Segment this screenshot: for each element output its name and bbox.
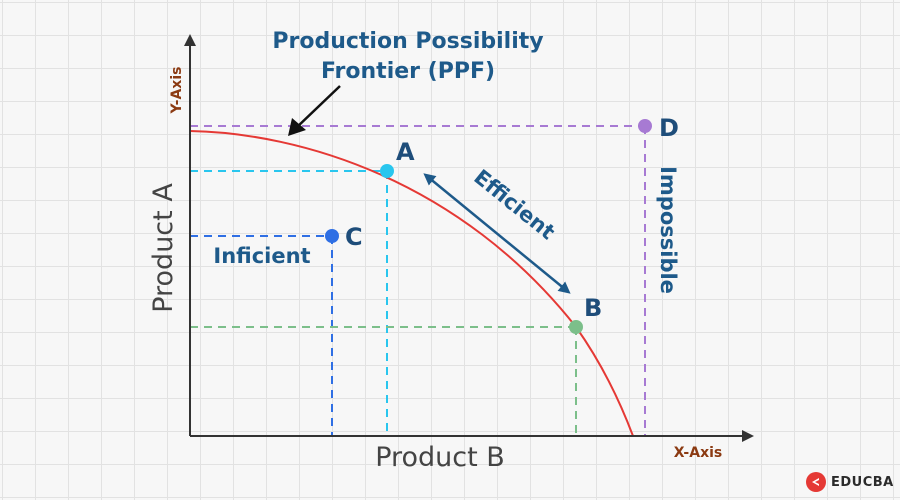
educba-logo: EDUCBA xyxy=(806,472,894,492)
ppf-title-line-2: Frontier (PPF) xyxy=(321,59,495,84)
guide-lines xyxy=(190,125,646,436)
point-d-label: D xyxy=(659,114,679,142)
impossible-label: Impossible xyxy=(656,166,680,294)
point-b-dot xyxy=(569,320,583,334)
title-pointer-arrow xyxy=(288,85,341,136)
efficient-label: Efficient xyxy=(469,165,559,244)
point-c-dot xyxy=(325,229,339,243)
ppf-title-line-1: Production Possibility xyxy=(272,29,543,54)
ppf-curve xyxy=(189,130,634,437)
point-b-label: B xyxy=(584,294,602,322)
x-axis-label: Product B xyxy=(375,442,505,473)
y-axis-label: Product A xyxy=(148,183,179,313)
x-axis-corner-label: X-Axis xyxy=(674,445,722,461)
point-a-label: A xyxy=(396,138,415,166)
educba-logo-icon xyxy=(806,472,826,492)
point-a-dot xyxy=(380,164,394,178)
educba-logo-text: EDUCBA xyxy=(831,474,894,490)
point-c-label: C xyxy=(345,223,363,251)
y-axis-corner-label: Y-Axis xyxy=(169,67,185,115)
efficient-arrow xyxy=(423,173,571,294)
inefficient-label: Inficient xyxy=(213,244,310,268)
point-d-dot xyxy=(638,119,652,133)
